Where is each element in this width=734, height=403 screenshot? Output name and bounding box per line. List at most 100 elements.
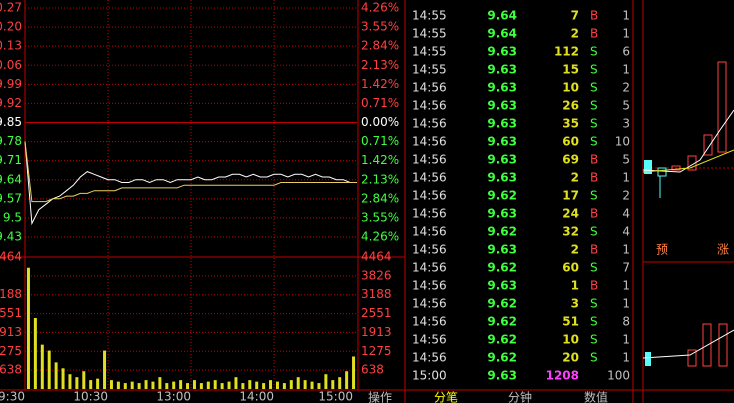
tick-cell: 9.63 [487,171,517,185]
y2-tick-label: 2.13% [361,172,399,186]
tick-cell: 112 [554,45,579,59]
tick-cell: B [590,27,598,41]
y-tick-label: 9.92 [0,96,22,110]
tick-cell: 14:56 [412,225,447,239]
price-line [24,141,357,226]
tick-cell: S [590,117,598,131]
tick-cell: 2 [571,27,579,41]
y2-tick-label: 4.26% [361,1,399,15]
x-tick-label: 13:00 [156,390,191,403]
tick-cell: S [590,81,598,95]
tick-cell: 9.63 [487,153,517,167]
y-tick-label: 9.85 [0,115,22,129]
y-tick-label: 9.57 [0,191,22,205]
tick-cell: S [590,315,598,329]
y2-tick-label: 4.26% [361,230,399,244]
tab[interactable]: 操作 [368,390,392,403]
tick-cell: 7 [622,261,630,275]
tick-cell: 1 [622,297,630,311]
y2-tick-label: 0.71% [361,134,399,148]
y2-tick-label: 2.84% [361,39,399,53]
y-tick-label: 9.43 [0,230,22,244]
x-tick-label: 15:00 [318,390,353,403]
tick-cell: 69 [562,153,579,167]
tick-cell: 9.64 [487,27,517,41]
volume-tick-label: 1275 [361,344,392,358]
tick-cell: 14:55 [412,27,447,41]
y2-tick-label: 2.84% [361,191,399,205]
tick-cell: 9.63 [487,45,517,59]
volume-tick-label: 638 [361,363,384,377]
y2-tick-label: 0.71% [361,96,399,110]
tick-cell: 9.63 [487,207,517,221]
tick-cell: 8 [622,315,630,329]
tick-cell: 14:56 [412,243,447,257]
tick-cell: 9.63 [487,243,517,257]
tick-cell: 9.63 [487,369,517,383]
tick-cell: 14:56 [412,117,447,131]
tick-cell: 2 [571,243,579,257]
tick-cell: 14:56 [412,153,447,167]
tick-cell: 51 [562,315,579,329]
tick-cell: 1 [622,243,630,257]
tick-cell: S [590,135,598,149]
tab[interactable]: 数值 [584,390,608,403]
tick-cell: S [590,261,598,275]
tick-cell: 9.62 [487,297,517,311]
y2-tick-label: 3.55% [361,210,399,224]
tick-cell: 14:55 [412,9,447,23]
tick-cell: 14:56 [412,81,447,95]
y-tick-label: 0.27 [0,1,22,15]
y-tick-label: 0.20 [0,20,22,34]
tick-cell: 60 [562,261,579,275]
tick-cell: 4 [622,225,630,239]
side-label: 涨 [717,242,729,257]
tick-cell: 14:56 [412,261,447,275]
tick-cell: 10 [562,81,579,95]
y2-tick-label: 1.42% [361,153,399,167]
tick-cell: 6 [622,45,630,59]
tick-cell: 35 [562,117,579,131]
tab[interactable]: 分笔 [434,390,458,403]
tick-cell: 17 [562,189,579,203]
tick-cell: 9.62 [487,225,517,239]
tick-cell: 2 [571,171,579,185]
y-tick-label: 9.5 [3,210,22,224]
tick-cell: 1 [622,279,630,293]
tick-cell: 9.63 [487,81,517,95]
tick-cell: 14:56 [412,189,447,203]
side-label: 预 [656,243,668,257]
y-tick-label: 9.71 [0,153,22,167]
tick-cell: B [590,243,598,257]
volume-left-label: 638 [0,363,22,377]
tick-cell: 10 [615,135,630,149]
tick-cell: 9.62 [487,351,517,365]
tick-cell: 26 [562,99,579,113]
tick-cell: 14:55 [412,45,447,59]
tick-cell: 14:56 [412,171,447,185]
tick-cell: 14:55 [412,63,447,77]
y-tick-label: 9.64 [0,172,22,186]
tick-cell: 15 [562,63,579,77]
tick-cell: 100 [607,369,630,383]
tick-cell: 24 [562,207,579,221]
tick-cell: 9.63 [487,117,517,131]
tick-cell: 14:56 [412,207,447,221]
tick-cell: 9.63 [487,135,517,149]
tick-cell: 1 [622,351,630,365]
tab[interactable]: 分钟 [508,390,532,403]
tick-cell: 14:56 [412,297,447,311]
tick-cell: 9.64 [487,9,517,23]
tick-cell: B [590,207,598,221]
tick-cell: S [590,333,598,347]
tick-cell: 9.63 [487,279,517,293]
tick-cell: 9.62 [487,189,517,203]
price-line [24,141,357,203]
tick-cell: 60 [562,135,579,149]
tick-cell: 20 [562,351,579,365]
tick-cell: S [590,45,598,59]
tick-cell: 10 [562,333,579,347]
